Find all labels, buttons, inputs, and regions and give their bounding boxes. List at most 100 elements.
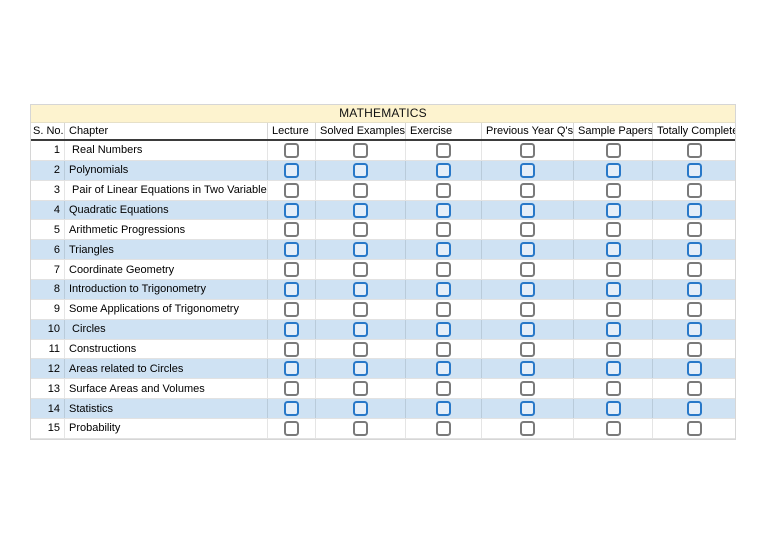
sample-papers-checkbox[interactable] bbox=[605, 202, 621, 218]
solved-examples-checkbox[interactable] bbox=[353, 222, 368, 238]
sample-papers-checkbox[interactable] bbox=[605, 301, 621, 317]
sample-papers-checkbox[interactable] bbox=[605, 401, 621, 417]
lecture-checkbox[interactable] bbox=[284, 182, 299, 198]
totally-complete-checkbox[interactable] bbox=[686, 281, 702, 297]
exercise-cell bbox=[406, 240, 482, 260]
totally-complete-checkbox[interactable] bbox=[686, 301, 702, 317]
exercise-checkbox[interactable] bbox=[436, 420, 451, 436]
exercise-checkbox[interactable] bbox=[436, 142, 451, 158]
previous-year-qs-cell bbox=[482, 379, 574, 399]
solved-examples-checkbox[interactable] bbox=[353, 202, 368, 218]
lecture-checkbox[interactable] bbox=[284, 242, 299, 258]
totally-complete-checkbox[interactable] bbox=[686, 361, 702, 377]
column-header-lecture: Lecture bbox=[268, 123, 316, 139]
lecture-cell bbox=[268, 220, 316, 240]
lecture-checkbox[interactable] bbox=[284, 341, 299, 357]
sample-papers-checkbox[interactable] bbox=[605, 142, 621, 158]
exercise-checkbox[interactable] bbox=[436, 242, 451, 258]
totally-complete-checkbox[interactable] bbox=[686, 321, 702, 337]
exercise-cell bbox=[406, 141, 482, 160]
exercise-checkbox[interactable] bbox=[436, 381, 451, 397]
solved-examples-checkbox[interactable] bbox=[353, 381, 368, 397]
totally-complete-checkbox[interactable] bbox=[686, 202, 702, 218]
totally-complete-checkbox[interactable] bbox=[686, 242, 702, 258]
previous-year-qs-checkbox[interactable] bbox=[520, 420, 535, 436]
previous-year-qs-checkbox[interactable] bbox=[520, 381, 535, 397]
exercise-checkbox[interactable] bbox=[436, 262, 451, 278]
sample-papers-checkbox[interactable] bbox=[605, 242, 621, 258]
previous-year-qs-checkbox[interactable] bbox=[520, 202, 535, 218]
previous-year-qs-checkbox[interactable] bbox=[520, 281, 535, 297]
lecture-checkbox[interactable] bbox=[284, 381, 299, 397]
exercise-checkbox[interactable] bbox=[436, 182, 451, 198]
totally-complete-checkbox[interactable] bbox=[686, 381, 702, 397]
previous-year-qs-checkbox[interactable] bbox=[520, 301, 535, 317]
exercise-checkbox[interactable] bbox=[436, 361, 451, 377]
previous-year-qs-checkbox[interactable] bbox=[520, 321, 535, 337]
totally-complete-checkbox[interactable] bbox=[686, 182, 702, 198]
exercise-checkbox[interactable] bbox=[436, 222, 451, 238]
lecture-checkbox[interactable] bbox=[284, 202, 299, 218]
lecture-checkbox[interactable] bbox=[284, 281, 299, 297]
lecture-checkbox[interactable] bbox=[284, 222, 299, 238]
exercise-checkbox[interactable] bbox=[436, 281, 451, 297]
totally-complete-checkbox[interactable] bbox=[686, 162, 702, 178]
table-row: 14 Statistics bbox=[31, 399, 735, 420]
totally-complete-checkbox[interactable] bbox=[686, 341, 702, 357]
previous-year-qs-checkbox[interactable] bbox=[520, 361, 535, 377]
sample-papers-checkbox[interactable] bbox=[605, 262, 621, 278]
solved-examples-checkbox[interactable] bbox=[353, 420, 368, 436]
solved-examples-checkbox[interactable] bbox=[353, 142, 368, 158]
row-number: 6 bbox=[31, 240, 65, 260]
sample-papers-checkbox[interactable] bbox=[605, 381, 621, 397]
totally-complete-checkbox[interactable] bbox=[686, 142, 702, 158]
lecture-checkbox[interactable] bbox=[284, 321, 299, 337]
exercise-checkbox[interactable] bbox=[436, 341, 451, 357]
previous-year-qs-checkbox[interactable] bbox=[520, 162, 535, 178]
exercise-cell bbox=[406, 180, 482, 200]
solved-examples-checkbox[interactable] bbox=[353, 401, 368, 417]
solved-examples-checkbox[interactable] bbox=[353, 162, 368, 178]
previous-year-qs-checkbox[interactable] bbox=[520, 401, 535, 417]
solved-examples-checkbox[interactable] bbox=[353, 182, 368, 198]
previous-year-qs-checkbox[interactable] bbox=[520, 262, 535, 278]
previous-year-qs-checkbox[interactable] bbox=[520, 182, 535, 198]
exercise-checkbox[interactable] bbox=[436, 401, 451, 417]
solved-examples-checkbox[interactable] bbox=[353, 321, 368, 337]
sample-papers-checkbox[interactable] bbox=[605, 222, 621, 238]
lecture-checkbox[interactable] bbox=[284, 420, 299, 436]
exercise-checkbox[interactable] bbox=[436, 202, 451, 218]
sample-papers-checkbox[interactable] bbox=[605, 281, 621, 297]
previous-year-qs-checkbox[interactable] bbox=[520, 142, 535, 158]
chapter-name: Constructions bbox=[65, 339, 268, 359]
sample-papers-checkbox[interactable] bbox=[605, 182, 621, 198]
sample-papers-checkbox[interactable] bbox=[605, 420, 621, 436]
previous-year-qs-checkbox[interactable] bbox=[520, 242, 535, 258]
sample-papers-checkbox[interactable] bbox=[605, 162, 621, 178]
lecture-checkbox[interactable] bbox=[284, 162, 299, 178]
totally-complete-checkbox[interactable] bbox=[686, 222, 702, 238]
solved-examples-checkbox[interactable] bbox=[353, 281, 368, 297]
sample-papers-checkbox[interactable] bbox=[605, 321, 621, 337]
solved-examples-checkbox[interactable] bbox=[353, 262, 368, 278]
lecture-checkbox[interactable] bbox=[284, 262, 299, 278]
sample-papers-checkbox[interactable] bbox=[605, 361, 621, 377]
previous-year-qs-checkbox[interactable] bbox=[520, 341, 535, 357]
exercise-checkbox[interactable] bbox=[436, 162, 451, 178]
lecture-checkbox[interactable] bbox=[284, 142, 299, 158]
totally-complete-checkbox[interactable] bbox=[686, 262, 702, 278]
solved-examples-checkbox[interactable] bbox=[353, 301, 368, 317]
lecture-checkbox[interactable] bbox=[284, 301, 299, 317]
totally-complete-checkbox[interactable] bbox=[686, 420, 702, 436]
previous-year-qs-checkbox[interactable] bbox=[520, 222, 535, 238]
lecture-checkbox[interactable] bbox=[284, 361, 299, 377]
previous-year-qs-cell bbox=[482, 240, 574, 260]
solved-examples-checkbox[interactable] bbox=[353, 242, 368, 258]
exercise-checkbox[interactable] bbox=[436, 321, 451, 337]
solved-examples-checkbox[interactable] bbox=[353, 361, 368, 377]
sample-papers-checkbox[interactable] bbox=[605, 341, 621, 357]
solved-examples-checkbox[interactable] bbox=[353, 341, 368, 357]
totally-complete-checkbox[interactable] bbox=[686, 401, 702, 417]
lecture-checkbox[interactable] bbox=[284, 401, 299, 417]
exercise-checkbox[interactable] bbox=[436, 301, 451, 317]
